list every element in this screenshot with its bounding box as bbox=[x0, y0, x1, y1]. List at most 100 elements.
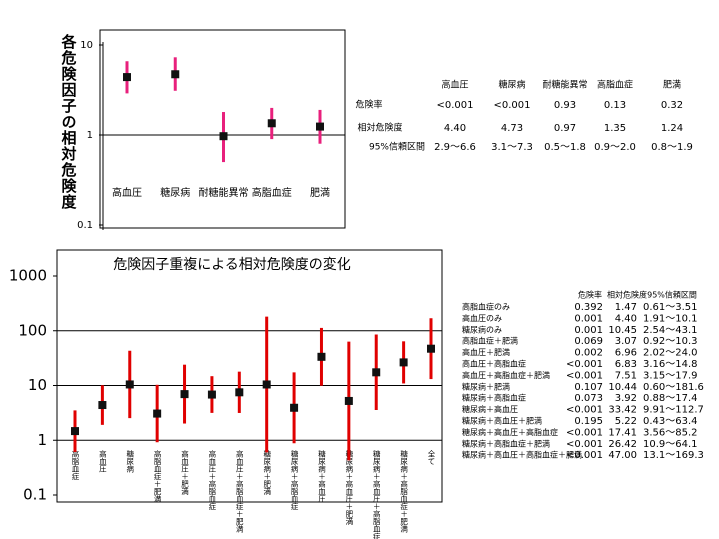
point bbox=[71, 427, 79, 436]
x-tick-label: 全て bbox=[427, 449, 436, 466]
row-label: 高脂血症＋肥満 bbox=[462, 336, 518, 346]
table-cell: <0.001 bbox=[436, 100, 473, 111]
point bbox=[427, 344, 435, 353]
x-tick-label: 糖尿病 bbox=[126, 449, 135, 474]
table-cell: 2.54～43.1 bbox=[643, 325, 698, 336]
table-cell: 1.24 bbox=[661, 123, 683, 134]
y-tick-label: 1 bbox=[87, 130, 93, 141]
table-cell: <0.001 bbox=[566, 439, 603, 450]
table-cell: 26.42 bbox=[608, 439, 637, 450]
row-label: 糖尿病＋高血圧＋高脂血症＋肥満 bbox=[462, 450, 582, 460]
table-cell: 1.91～10.1 bbox=[643, 313, 698, 324]
table-cell: 6.96 bbox=[615, 348, 637, 359]
point bbox=[235, 388, 244, 397]
y-tick-label: 10 bbox=[28, 376, 47, 394]
table-cell: 33.42 bbox=[608, 405, 637, 416]
table-cell: 3.07 bbox=[615, 336, 637, 347]
table-cell: 0.069 bbox=[574, 336, 603, 347]
point bbox=[344, 396, 353, 405]
table-cell: <0.001 bbox=[566, 405, 603, 416]
table-cell: 0.002 bbox=[574, 348, 603, 359]
table-cell: <0.001 bbox=[566, 359, 603, 370]
point bbox=[171, 70, 180, 79]
table-cell: 13.1～169.3 bbox=[643, 450, 704, 461]
table-cell: 1.47 bbox=[615, 302, 637, 313]
table-cell: 0.92～10.3 bbox=[643, 336, 698, 347]
table-header: 高血圧 bbox=[441, 79, 468, 91]
table-cell: 5.22 bbox=[615, 416, 637, 427]
table-cell: 0.073 bbox=[574, 393, 603, 404]
point bbox=[153, 409, 162, 418]
x-tick-label: 糖尿病＋高血圧 bbox=[317, 449, 326, 504]
x-tick-label: 糖尿病＋高血圧＋肥満 bbox=[345, 449, 354, 527]
table-cell: 3.15～17.9 bbox=[643, 370, 698, 381]
x-tick-label: 糖尿病＋高脂血症＋肥満 bbox=[399, 449, 408, 534]
table-cell: 9.91～112.7 bbox=[643, 405, 704, 416]
table-cell: 0.9～2.0 bbox=[594, 142, 636, 153]
table-cell: 0.60～181.6 bbox=[643, 382, 704, 393]
x-tick-label: 高血圧＋肥満 bbox=[180, 449, 189, 497]
x-tick-label: 高脂血症＋肥満 bbox=[153, 449, 162, 504]
y-tick-label: 1000 bbox=[9, 267, 47, 285]
table-header: 危険率 bbox=[578, 290, 602, 300]
y-tick-label: 0.1 bbox=[77, 220, 93, 231]
table-cell: 0.195 bbox=[574, 416, 603, 427]
x-tick-label: 耐糖能異常 bbox=[199, 186, 249, 199]
table-cell: <0.001 bbox=[566, 370, 603, 381]
point bbox=[123, 73, 131, 82]
row-label: 糖尿病＋高脂血症 bbox=[462, 393, 526, 403]
point bbox=[125, 380, 134, 389]
table-cell: 2.02～24.0 bbox=[643, 348, 698, 359]
table-cell: 0.61～3.51 bbox=[643, 302, 698, 313]
row-label: 相対危険度 bbox=[357, 122, 402, 134]
table-cell: 3.56～85.2 bbox=[643, 427, 698, 438]
row-label: 糖尿病のみ bbox=[462, 324, 502, 334]
table-cell: 3.16～14.8 bbox=[643, 359, 698, 370]
x-tick-label: 高血圧＋高脂血症 bbox=[208, 449, 217, 512]
point bbox=[372, 368, 381, 377]
table-cell: 0.392 bbox=[574, 302, 603, 313]
x-tick-label: 糖尿病＋肥満 bbox=[262, 449, 271, 497]
row-label: 糖尿病＋高脂血症＋肥満 bbox=[462, 438, 550, 448]
x-tick-label: 糖尿病＋高脂血症 bbox=[290, 449, 299, 512]
x-tick-label: 高脂血症 bbox=[71, 449, 80, 482]
table-cell: 4.73 bbox=[501, 123, 523, 134]
table-header: 95%信頼区間 bbox=[647, 290, 697, 300]
table-cell: 3.92 bbox=[615, 393, 637, 404]
table-header: 耐糖能異常 bbox=[542, 79, 587, 91]
row-label: 糖尿病＋高血圧＋高脂血症 bbox=[462, 427, 558, 437]
row-label: 糖尿病＋高血圧＋肥満 bbox=[462, 416, 542, 426]
table-cell: 4.40 bbox=[615, 313, 637, 324]
table-cell: 0.13 bbox=[604, 100, 626, 111]
top-chart-frame bbox=[99, 29, 346, 229]
y-tick-label: 1 bbox=[37, 431, 47, 449]
point bbox=[180, 390, 189, 399]
table-cell: 4.40 bbox=[444, 123, 466, 134]
y-tick-label: 0.1 bbox=[23, 486, 47, 504]
row-label: 高血圧＋高脂血症＋肥満 bbox=[462, 370, 550, 380]
table-cell: 0.43～63.4 bbox=[643, 416, 698, 427]
table-cell: <0.001 bbox=[566, 427, 603, 438]
table-header: 糖尿病 bbox=[498, 79, 525, 91]
table-cell: 0.8～1.9 bbox=[651, 142, 693, 153]
table-cell: 0.001 bbox=[574, 325, 603, 336]
table-cell: 10.9～64.1 bbox=[643, 439, 698, 450]
row-label: 高脂血症のみ bbox=[462, 302, 510, 312]
x-tick-label: 高脂血症 bbox=[252, 186, 292, 199]
x-tick-label: 高血圧 bbox=[98, 449, 107, 474]
table-cell: 47.00 bbox=[608, 450, 637, 461]
point bbox=[219, 132, 228, 141]
table-cell: 0.001 bbox=[574, 313, 603, 324]
table-cell: 0.97 bbox=[554, 123, 576, 134]
table-cell: 2.9～6.6 bbox=[434, 142, 476, 153]
table-cell: 10.45 bbox=[608, 325, 637, 336]
x-tick-label: 高血圧＋高脂血症＋肥満 bbox=[235, 449, 244, 534]
table-cell: 10.44 bbox=[608, 382, 637, 393]
row-label: 95%信頼区間 bbox=[369, 141, 425, 153]
x-tick-label: 糖尿病 bbox=[160, 186, 190, 199]
bottom-chart-frame bbox=[56, 249, 443, 503]
table-cell: 1.35 bbox=[604, 123, 626, 134]
row-label: 高血圧＋高脂血症 bbox=[462, 359, 526, 369]
point bbox=[399, 358, 408, 367]
